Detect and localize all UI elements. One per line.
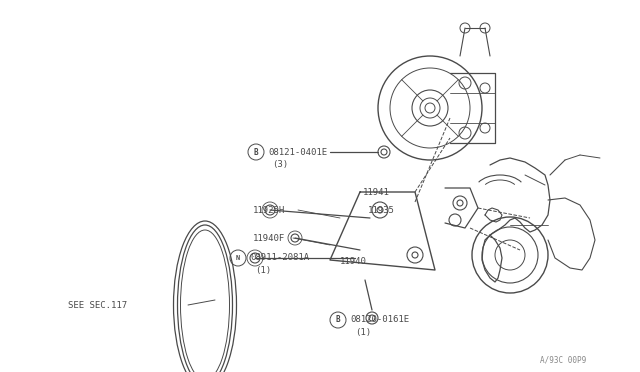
Text: A/93C 00P9: A/93C 00P9 (540, 356, 586, 365)
Text: 08911-2081A: 08911-2081A (250, 253, 309, 263)
Text: N: N (236, 255, 240, 261)
Text: 08121-0401E: 08121-0401E (268, 148, 327, 157)
Text: 11935: 11935 (368, 205, 395, 215)
Text: (1): (1) (255, 266, 271, 275)
Text: 11941: 11941 (363, 187, 390, 196)
Text: SEE SEC.117: SEE SEC.117 (68, 301, 127, 310)
Text: (3): (3) (272, 160, 288, 169)
Text: 11925H: 11925H (253, 205, 285, 215)
Text: 08120-0161E: 08120-0161E (350, 315, 409, 324)
Text: 11940: 11940 (340, 257, 367, 266)
Text: B: B (253, 148, 259, 157)
Text: (1): (1) (355, 327, 371, 337)
Text: 11940F: 11940F (253, 234, 285, 243)
Text: B: B (336, 315, 340, 324)
